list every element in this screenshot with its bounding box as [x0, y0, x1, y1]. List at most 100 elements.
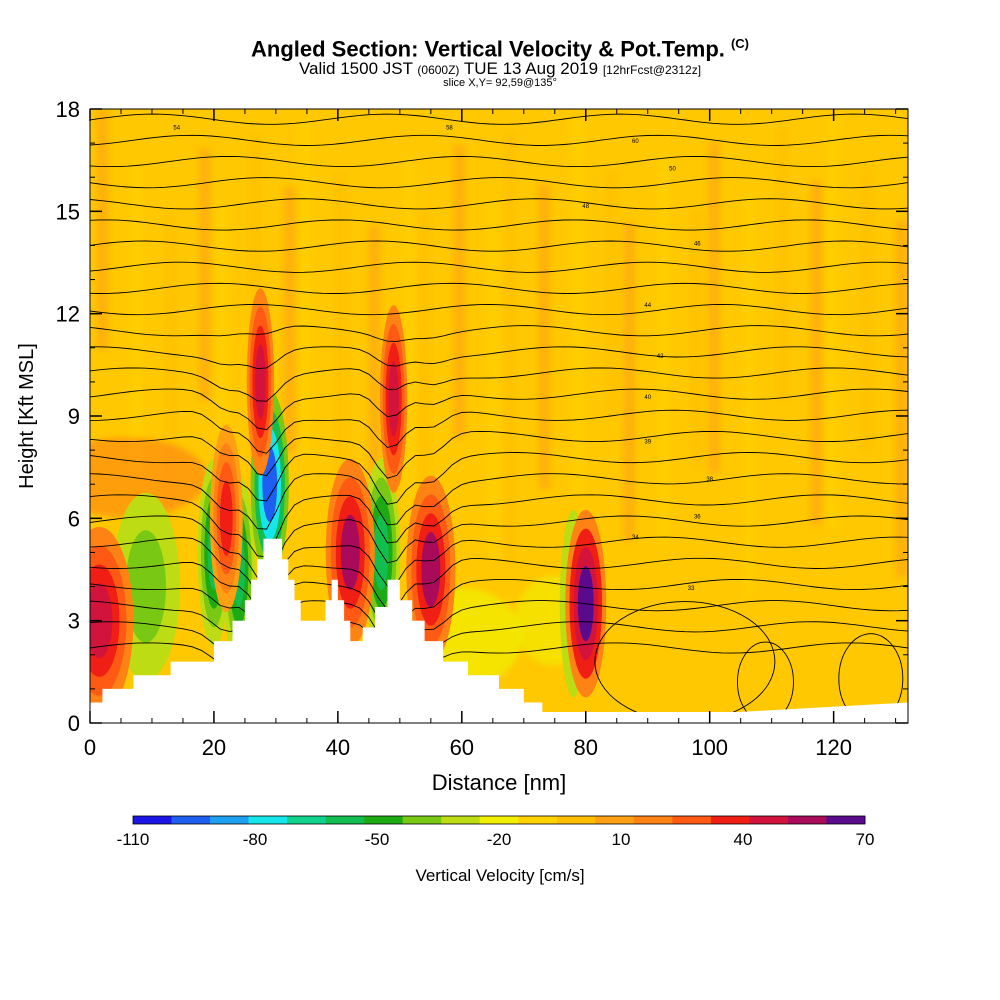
updraft-plume [220, 480, 233, 556]
colorbar-tick-label: -110 [117, 830, 150, 849]
contour-label: 50 [669, 166, 676, 172]
y-tick-label: 3 [68, 609, 80, 634]
texture-band [606, 170, 619, 417]
colorbar-label: Vertical Velocity [cm/s] [415, 866, 584, 885]
colorbar-swatch [441, 816, 481, 824]
x-tick-label: 60 [450, 735, 474, 760]
colorbar: -110 -80 -50 -20 10 40 70 Vertical Velocity [cm… [117, 815, 875, 885]
x-tick-label: 120 [815, 735, 852, 760]
contour-label: 38 [706, 477, 713, 483]
theta-contour [90, 388, 908, 431]
colorbar-swatch [749, 816, 789, 824]
colorbar-frame [132, 815, 866, 825]
contour-label: 36 [694, 514, 701, 520]
contour-label: 58 [446, 125, 453, 131]
colorbar-swatch [248, 816, 288, 824]
colorbar-swatch [210, 816, 249, 824]
contour-labels: 54 58 60 50 48 46 44 42 40 39 38 36 34 33 [173, 125, 713, 592]
texture-band [538, 184, 551, 489]
contour-label: 60 [632, 139, 639, 145]
updraft-plume [340, 514, 360, 590]
texture-band [776, 128, 789, 401]
x-tick-label: 40 [326, 735, 350, 760]
contour-label: 33 [688, 586, 695, 592]
chart-title: Angled Section: Vertical Velocity & Pot.… [0, 36, 1000, 62]
theta-contour [90, 155, 908, 168]
plot-area: 54 58 60 50 48 46 44 42 40 39 38 36 34 33 [90, 109, 908, 723]
theta-contour [90, 578, 908, 632]
colorbar-tick-label: 10 [612, 830, 631, 849]
theta-contour [594, 601, 776, 712]
theta-contour [737, 641, 794, 712]
texture-band [657, 156, 670, 545]
theta-contour [90, 113, 908, 125]
texture-band [708, 142, 721, 473]
contour-label: 40 [644, 395, 651, 401]
chart-subtitle: Valid 1500 JST (0600Z) TUE 13 Aug 2019 [… [0, 59, 1000, 79]
downdraft-plume [373, 514, 389, 590]
texture-band [96, 109, 109, 349]
theta-contour [90, 367, 908, 402]
texture-band [623, 223, 636, 541]
colorbar-swatch [479, 816, 519, 824]
texture-band [487, 198, 500, 561]
theta-contour [90, 346, 908, 370]
terrain-base [90, 712, 908, 723]
contour-label: 42 [657, 354, 664, 360]
theta-contour [90, 282, 908, 294]
y-tick-label: 9 [68, 404, 80, 429]
colorbar-tick-label: 40 [734, 830, 753, 849]
low-level-patch [90, 437, 208, 518]
theta-contour [90, 261, 908, 273]
x-axis-label: Distance [nm] [432, 770, 567, 795]
colorbar-swatch [133, 816, 172, 824]
slice-label: slice X,Y= 92,59@135° [443, 77, 557, 89]
x-tick-label: 20 [202, 735, 226, 760]
theta-contour [838, 633, 904, 712]
x-tick-label: 100 [691, 735, 728, 760]
y-tick-label: 6 [68, 506, 80, 531]
theta-contour [90, 219, 908, 231]
contour-label: 44 [644, 303, 651, 309]
subtitle-date: TUE 13 Aug 2019 [463, 59, 599, 78]
theta-contour [90, 177, 908, 189]
theta-contour [90, 409, 908, 454]
theta-contour [90, 494, 908, 558]
colorbar-swatch [171, 816, 211, 824]
colorbar-tick-label: -80 [243, 830, 268, 849]
theta-contour [90, 134, 908, 146]
colorbar-swatch [402, 816, 442, 824]
updraft-plume [255, 344, 266, 420]
y-tick-label: 18 [56, 97, 80, 122]
updraft-plume [388, 361, 399, 437]
colorbar-tick-label: 70 [856, 830, 875, 849]
texture-band [453, 145, 466, 437]
theta-contour [90, 325, 908, 342]
chart-title-text: Angled Section: Vertical Velocity & Pot.… [251, 36, 725, 62]
x-tick-label: 80 [574, 735, 598, 760]
colorbar-swatch [325, 816, 365, 824]
texture-band [895, 220, 908, 577]
contour-label: 54 [173, 125, 180, 131]
colorbar-swatch [672, 816, 712, 824]
texture-band [827, 114, 840, 529]
contour-label: 48 [582, 204, 589, 210]
theta-contour [90, 515, 908, 581]
colorbar-swatch [518, 816, 558, 824]
texture-band [504, 131, 517, 565]
texture-band [572, 117, 585, 493]
theta-contour [90, 430, 908, 479]
x-tick-label: 0 [84, 735, 96, 760]
colorbar-swatch [787, 816, 827, 824]
theta-contours [90, 113, 908, 712]
texture-band [810, 181, 823, 525]
downdraft-plume [132, 549, 159, 625]
contour-label: 46 [694, 241, 701, 247]
texture-band [742, 195, 755, 597]
field-layer: 54 58 60 50 48 46 44 42 40 39 38 36 34 33 [90, 109, 908, 723]
updraft-plume [421, 531, 441, 608]
y-tick-label: 0 [68, 711, 80, 736]
texture-band [861, 167, 874, 453]
